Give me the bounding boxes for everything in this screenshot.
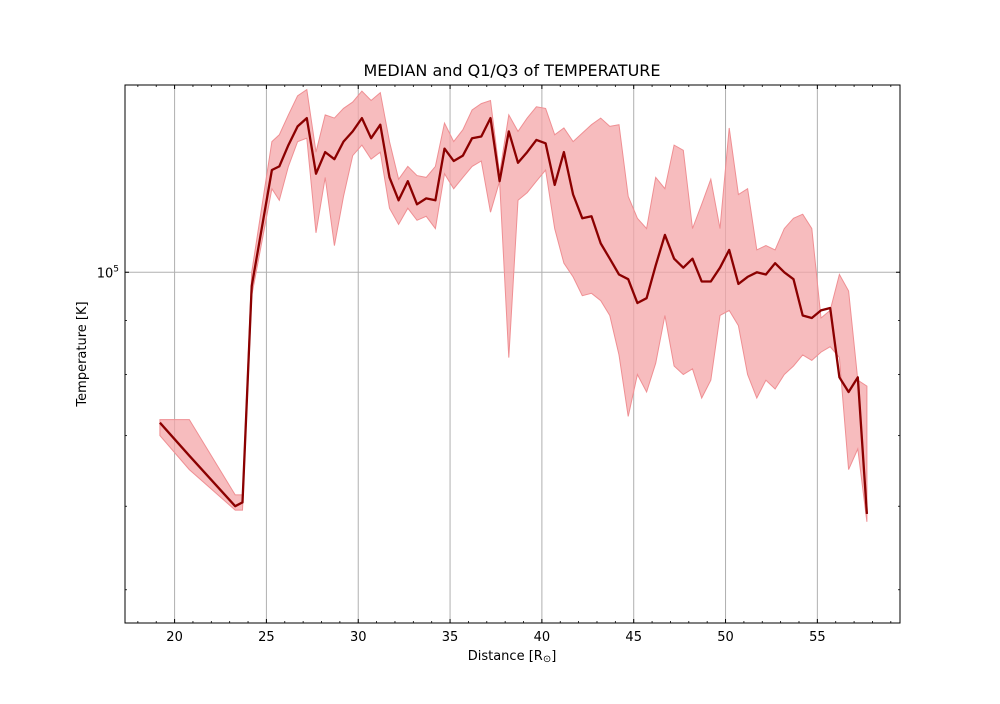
x-tick-label: 35 [442, 630, 459, 645]
quartile-band-layer [159, 88, 868, 522]
y-tick-label-base: 10 [97, 266, 114, 281]
x-axis-label-sun-symbol: ⊙ [543, 654, 551, 665]
y-tick-label: 105 [97, 264, 119, 281]
quartile-band [159, 88, 868, 522]
x-tick-label: 50 [717, 630, 734, 645]
chart-title: MEDIAN and Q1/Q3 of TEMPERATURE [364, 61, 661, 80]
plot-area-frame [124, 84, 901, 624]
y-tick-label-exponent: 5 [113, 264, 119, 274]
x-tick-label: 45 [625, 630, 642, 645]
x-tick-label: 25 [258, 630, 275, 645]
x-tick-label: 30 [350, 630, 367, 645]
x-axis-label-text: Distance [R [468, 649, 543, 664]
tick-labels: 20 25 30 35 40 45 50 55 105 [97, 264, 826, 645]
median-line-layer [159, 116, 869, 514]
y-axis-label: Temperature [K] [75, 301, 90, 407]
x-tick-label: 20 [166, 630, 183, 645]
median-line [159, 116, 869, 514]
x-axis-label: Distance [R⊙] [468, 649, 557, 665]
axis-ticks [125, 85, 900, 623]
x-tick-label: 40 [534, 630, 551, 645]
x-axis-label-close: ] [551, 649, 556, 664]
x-tick-label: 55 [809, 630, 826, 645]
